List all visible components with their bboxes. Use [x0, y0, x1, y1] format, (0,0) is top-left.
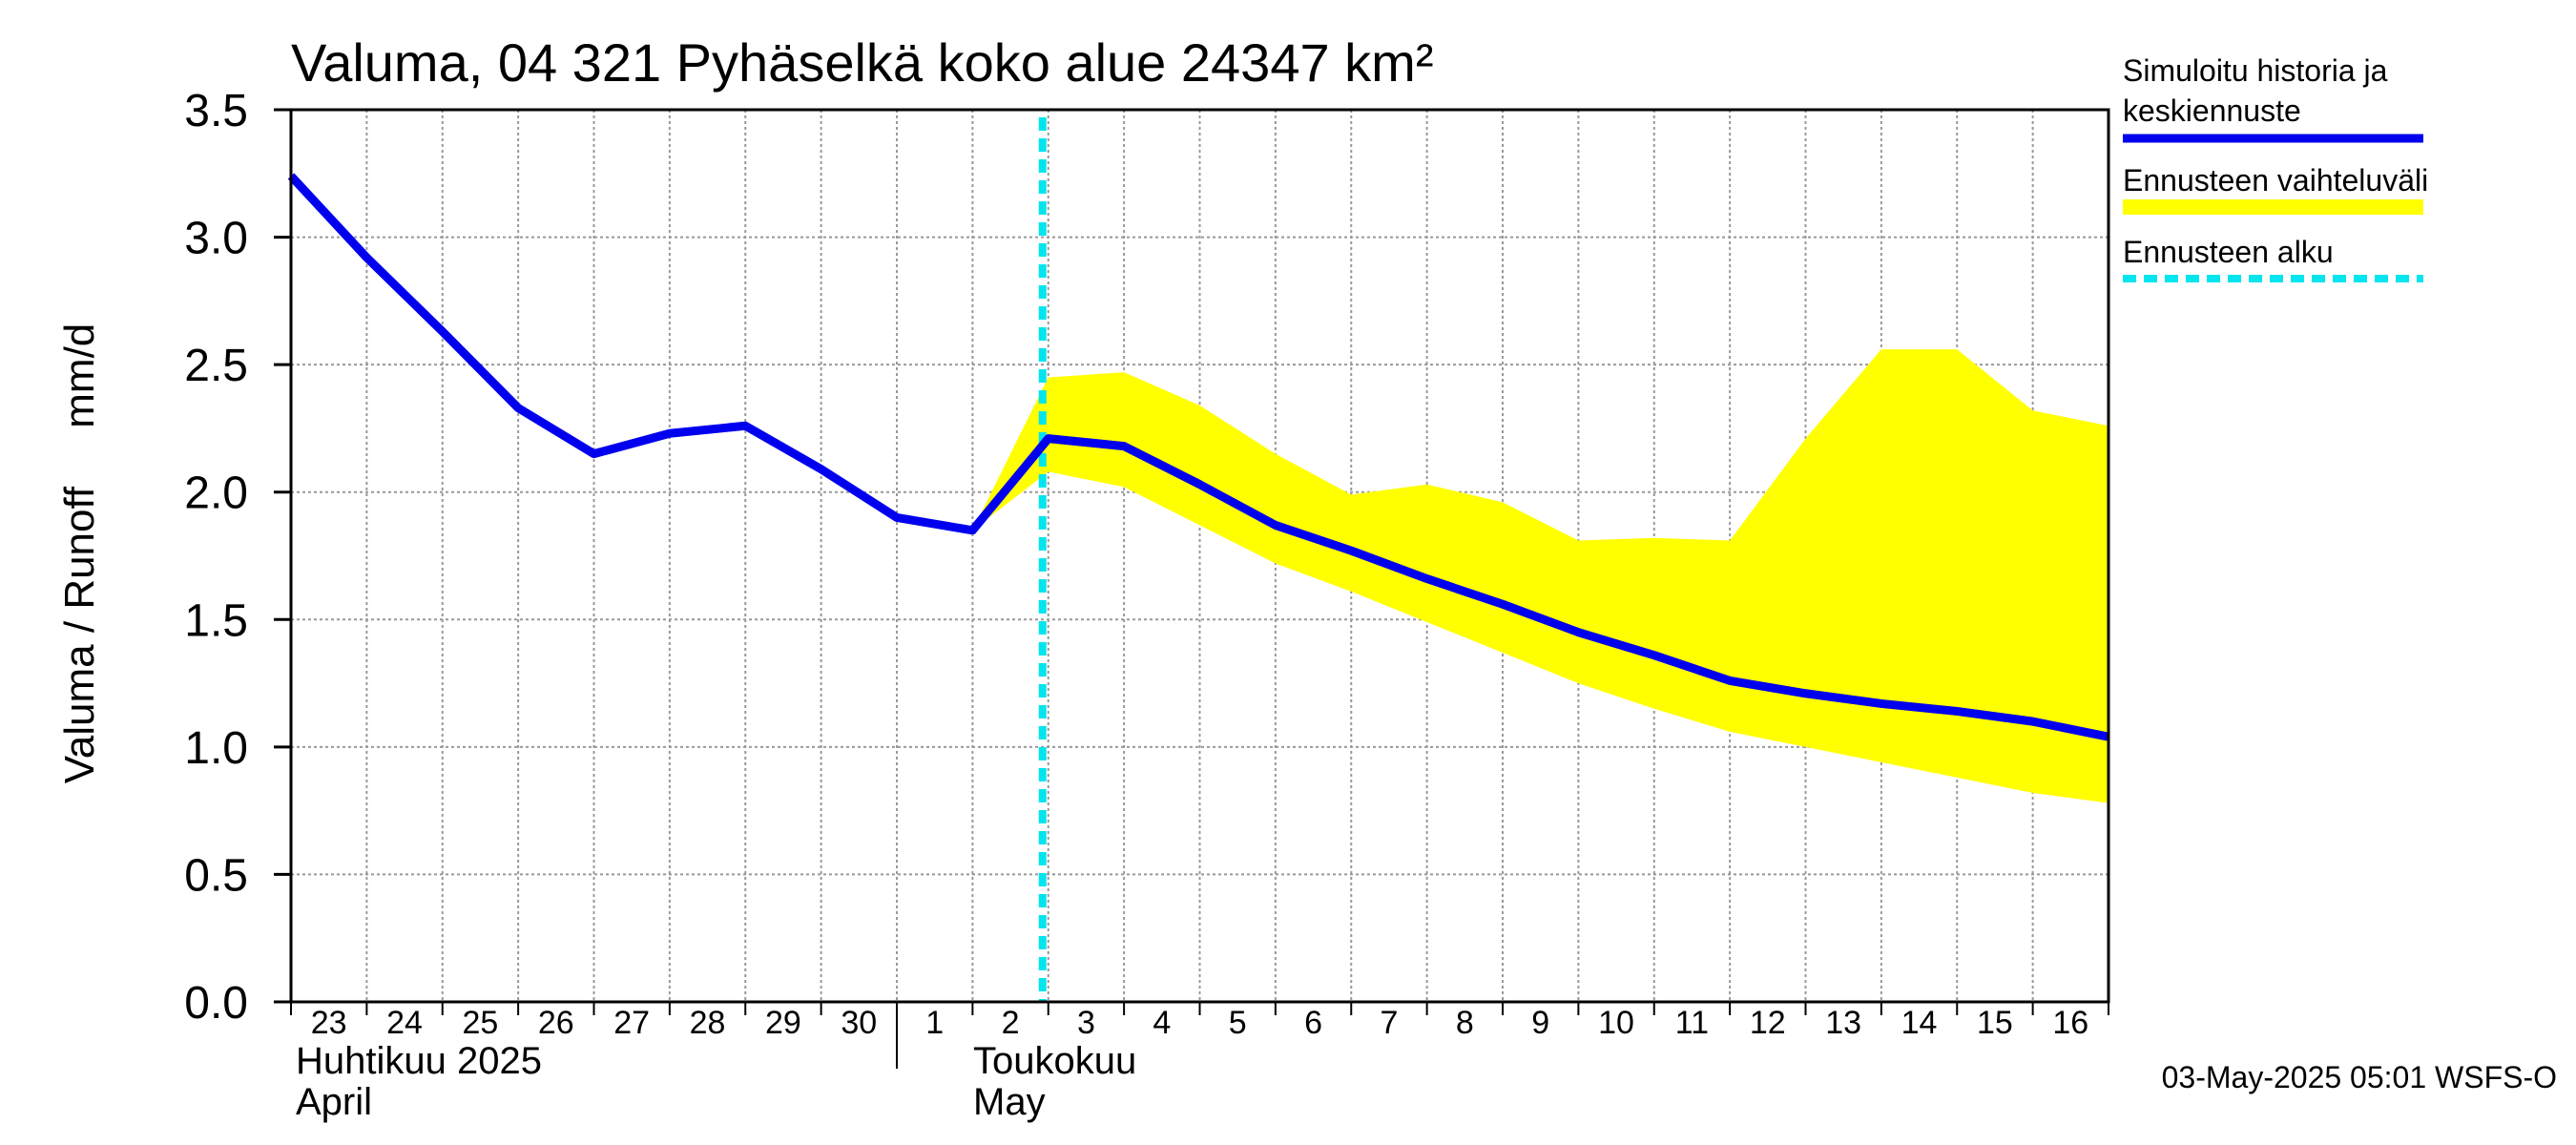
x-tick-label: 27 [613, 1005, 650, 1041]
x-tick-label: 11 [1675, 1005, 1709, 1041]
y-tick-label: 1.0 [184, 723, 248, 774]
footer-timestamp: 03-May-2025 05:01 WSFS-O [2162, 1060, 2557, 1094]
x-tick-label: 26 [538, 1005, 574, 1041]
x-tick-label: 3 [1077, 1005, 1095, 1041]
x-tick-label: 5 [1229, 1005, 1247, 1041]
y-tick-label: 0.5 [184, 850, 248, 901]
legend-main-label-line2: keskiennuste [2123, 94, 2301, 128]
x-tick-label: 13 [1825, 1005, 1861, 1041]
legend-forecast-label: Ennusteen alku [2123, 235, 2334, 269]
x-tick-label: 28 [690, 1005, 726, 1041]
plot-area [287, 108, 2110, 1004]
x-tick-label: 12 [1750, 1005, 1786, 1041]
simulated-runoff-line [287, 173, 2109, 741]
x-tick-label: 2 [1002, 1005, 1020, 1041]
x-tick-label: 7 [1380, 1005, 1398, 1041]
x-tick-label: 9 [1531, 1005, 1549, 1041]
x-tick-label: 25 [463, 1005, 499, 1041]
x-tick-label: 24 [386, 1005, 423, 1041]
month-label-fi: Huhtikuu 2025 [296, 1040, 542, 1082]
y-tick-label: 1.5 [184, 595, 248, 646]
forecast-range-band [972, 349, 2109, 803]
y-tick-label: 3.0 [184, 214, 248, 264]
x-tick-label: 15 [1977, 1005, 2013, 1041]
x-axis: 23 24 25 26 27 28 29 30 1 2 3 4 5 6 7 8 9 10 11 12 13 14 15 16 [290, 1002, 2109, 1041]
x-tick-label: 6 [1304, 1005, 1322, 1041]
x-tick-label: 4 [1153, 1005, 1171, 1041]
chart-title: Valuma, 04 321 Pyhäselkä koko alue 24347… [291, 32, 1433, 93]
x-tick-label: 16 [2052, 1005, 2088, 1041]
y-axis: 0.0 0.5 1.0 1.5 2.0 2.5 3.0 3.5 [184, 86, 291, 1029]
y-tick-label: 2.0 [184, 468, 248, 519]
x-tick-label: 14 [1901, 1005, 1938, 1041]
legend-main-label-line1: Simuloitu historia ja [2123, 53, 2388, 88]
y-tick-label: 2.5 [184, 341, 248, 391]
x-tick-label: 1 [925, 1005, 944, 1041]
legend: Simuloitu historia ja keskiennuste Ennus… [2123, 53, 2428, 282]
legend-band-label: Ennusteen vaihteluväli [2123, 163, 2428, 198]
y-tick-label: 3.5 [184, 86, 248, 136]
x-tick-label: 10 [1598, 1005, 1634, 1041]
x-tick-label: 23 [311, 1005, 347, 1041]
x-tick-label: 29 [765, 1005, 801, 1041]
month-label-en: April [296, 1081, 372, 1123]
x-tick-label: 30 [841, 1005, 877, 1041]
x-tick-label: 8 [1456, 1005, 1474, 1041]
month-label-fi: Toukokuu [973, 1040, 1136, 1082]
y-axis-label: Valuma / Runoff mm/d [56, 323, 103, 784]
month-label-en: May [973, 1081, 1046, 1123]
y-tick-label: 0.0 [184, 978, 248, 1029]
